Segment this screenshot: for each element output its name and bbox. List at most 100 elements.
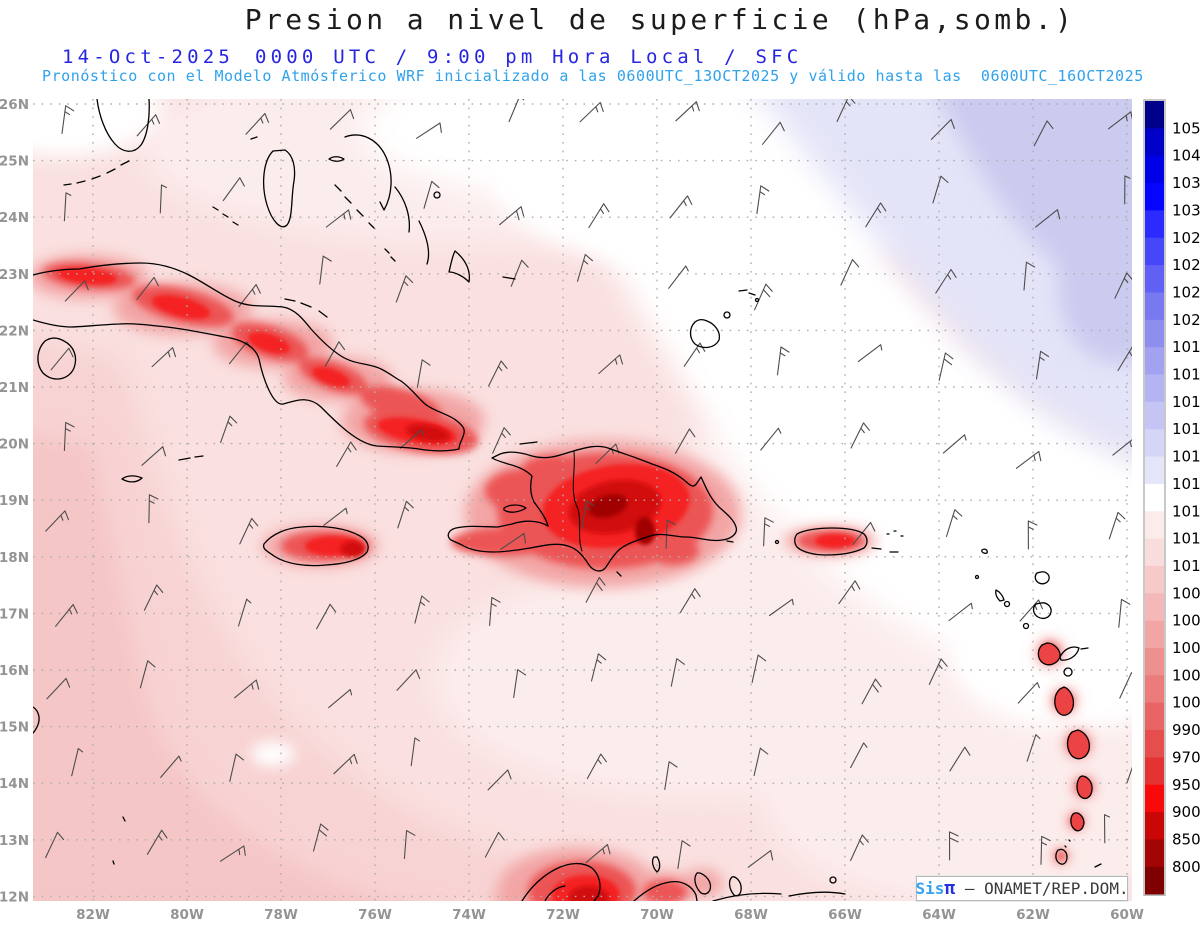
wind-barb [319, 255, 332, 285]
wind-barb [1026, 734, 1041, 762]
colorbar-segment [1145, 866, 1164, 895]
lat-tick-label: 13N [0, 833, 29, 849]
colorbar-level-label: 800 [1172, 858, 1200, 876]
wind-barb [838, 580, 861, 605]
coast-gonave [503, 441, 734, 577]
coast-martinique [1066, 729, 1091, 760]
colorbar-level-label: 1000 [1172, 694, 1200, 712]
coast-cuba [33, 262, 465, 452]
wind-barb [423, 180, 440, 209]
colorbar-level-label: 1004 [1172, 639, 1200, 657]
wind-barb [336, 441, 357, 467]
wind-barb [45, 510, 70, 532]
wind-barb [328, 689, 353, 709]
wind-barb [865, 202, 887, 228]
wind-barb [1015, 450, 1042, 469]
colorbar-level-label: 1016 [1172, 420, 1200, 438]
colorbar-level-label: 1028 [1172, 229, 1200, 247]
wind-barb [932, 175, 949, 204]
coast-abc-islands [651, 856, 742, 897]
colorbar-level-label: 1022 [1172, 283, 1200, 301]
coast-jamaica [262, 525, 369, 567]
lon-axis-labels: 82W 80W 78W 76W 74W 72W 70W 68W 66W 64W 62W 60W [76, 907, 1144, 923]
wind-barb [403, 830, 416, 860]
coast-nicaragua-edge [33, 706, 126, 865]
coast-margarita [829, 876, 837, 884]
wind-barb [45, 831, 65, 859]
wind-barb [675, 101, 700, 122]
colorbar-segment [1145, 648, 1164, 676]
wind-barb [949, 746, 971, 772]
wind-barb [1017, 682, 1040, 704]
wind-barb [397, 500, 414, 529]
wind-barb [143, 584, 164, 611]
wind-barb [751, 654, 767, 684]
wind-barb [576, 253, 594, 282]
wind-barb [857, 344, 883, 363]
wind-barb [136, 114, 161, 137]
wind-barb [63, 421, 75, 452]
wind-barb [414, 595, 430, 624]
wind-barb [151, 347, 177, 368]
colorbar-level-label: 1018 [1172, 366, 1200, 384]
wind-barb [484, 831, 505, 858]
wind-barb [1040, 835, 1051, 865]
wind-barb [395, 275, 414, 303]
colorbar-level-label: 1050 [1172, 119, 1200, 137]
colorbar-frame [1143, 99, 1166, 896]
lon-tick-label: 68W [734, 907, 768, 923]
colorbar-level-label: 1013 [1172, 502, 1200, 520]
wind-barb [325, 209, 352, 228]
pressure-colorbar: 1050 1040 1035 1030 1028 1025 1022 1020 1019 1018… [1143, 99, 1200, 896]
lon-tick-label: 80W [170, 907, 204, 923]
colorbar-level-label: 1017 [1172, 393, 1200, 411]
wind-barb [63, 192, 72, 222]
wind-barb [148, 494, 159, 524]
wind-barb [674, 428, 696, 454]
wind-barb [945, 509, 963, 538]
wind-barb [160, 755, 182, 778]
wind-barb [159, 184, 167, 214]
lat-tick-label: 14N [0, 776, 29, 792]
wind-barb [850, 834, 869, 862]
wind-barb [416, 359, 431, 388]
coast-florida-keys [63, 160, 239, 226]
wind-barb [410, 737, 421, 767]
colorbar-level-label: 1035 [1172, 174, 1200, 192]
wind-barb [508, 99, 525, 123]
coastlines [33, 99, 1129, 901]
coast-dominica [1054, 686, 1075, 716]
lon-tick-label: 60W [1110, 907, 1144, 923]
model-init-info: Pronóstico con el Modelo Atmósferico WRF… [42, 67, 1144, 85]
coast-florida [96, 99, 150, 152]
colorbar-segment [1145, 538, 1164, 567]
colorbar-segment [1145, 839, 1164, 868]
border-haiti-dr [572, 451, 583, 552]
colorbar-level-label: 1008 [1172, 584, 1200, 602]
wind-barb [61, 105, 75, 134]
coast-st-lucia [1076, 775, 1093, 800]
colorbar-segment [1145, 183, 1164, 211]
coast-virgin-islands [886, 530, 904, 553]
colorbar-segment [1145, 675, 1164, 704]
coast-montserrat [1022, 622, 1030, 630]
wind-barb [316, 603, 337, 630]
lat-tick-label: 17N [0, 606, 29, 622]
lon-tick-label: 72W [546, 907, 580, 923]
page-title: Presion a nivel de superficie (hPa,somb.… [244, 3, 1076, 36]
wind-barb [220, 415, 238, 444]
lat-tick-label: 21N [0, 380, 29, 396]
coast-grenada [1055, 839, 1102, 868]
wind-barb [836, 99, 856, 123]
colorbar-segment [1145, 429, 1164, 458]
wind-barb [581, 500, 595, 530]
colorbar-level-label: 1014 [1172, 475, 1200, 493]
lat-tick-label: 20N [0, 437, 29, 453]
colorbar-level-label: 1020 [1172, 311, 1200, 329]
wind-barb [669, 195, 693, 219]
forecast-date: 14-Oct-2025 [62, 46, 235, 68]
wind-barb [487, 769, 512, 791]
colorbar-level-label: 1010 [1172, 557, 1200, 575]
wind-barb [1108, 511, 1126, 540]
